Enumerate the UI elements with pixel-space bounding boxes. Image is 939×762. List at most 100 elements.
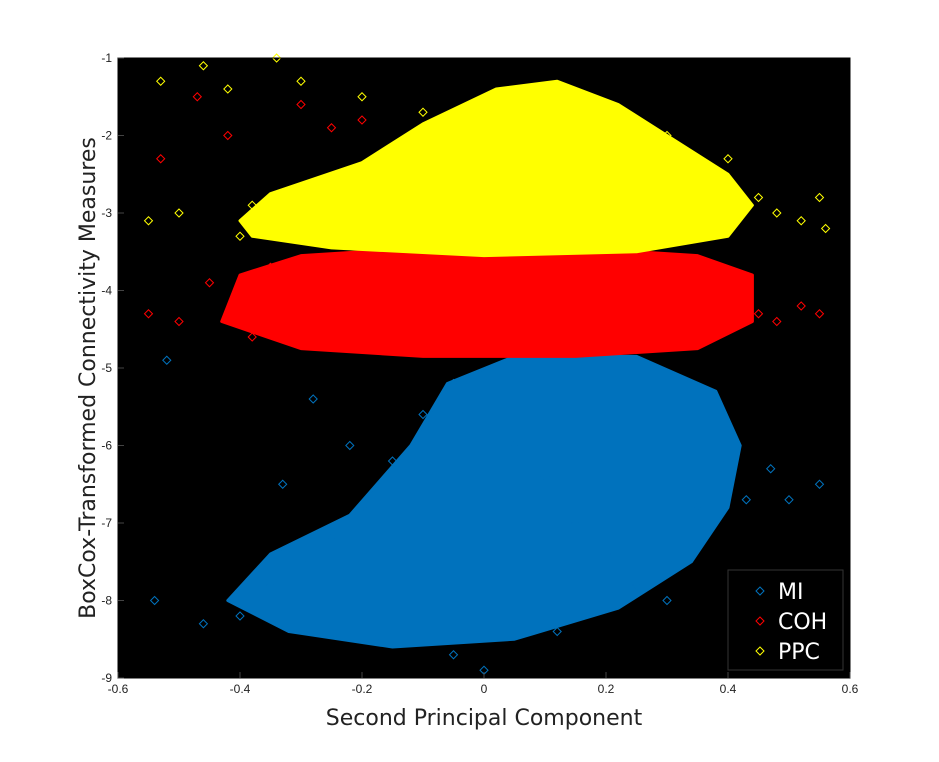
y-tick-label: -4 [101,284,112,298]
cloud-mi [226,354,742,649]
data-point-mi [162,355,172,365]
legend-marker-ppc [755,646,765,656]
legend-box [727,569,844,671]
x-tick-label: -0.2 [352,682,373,696]
data-point-ppc [418,107,428,117]
data-point-ppc [198,61,209,71]
data-point-ppc [772,208,782,218]
data-point-mi [448,378,459,389]
legend-label-ppc: PPC [778,640,820,665]
data-point-coh [418,324,428,334]
data-point-coh [814,309,825,319]
data-point-mi [662,557,672,567]
legend-entry-coh: COH [755,610,827,635]
data-point-mi [235,611,245,621]
x-tick-label: 0.6 [842,682,859,696]
data-point-mi [479,402,489,412]
data-point-mi [387,456,398,466]
data-point-mi [357,502,367,513]
legend-label-coh: COH [778,610,827,635]
data-point-ppc [753,192,764,203]
data-point-coh [723,278,733,288]
data-point-ppc [723,154,733,164]
cloud-coh [220,246,754,358]
data-point-mi [601,549,611,559]
data-point-coh [223,130,233,141]
data-point-mi [418,409,428,420]
data-point-mi [765,464,776,474]
y-tick-label: -8 [101,594,112,608]
data-point-ppc [814,192,825,203]
data-point-ppc [540,84,550,94]
data-point-ppc [271,53,282,63]
data-point-mi [662,595,672,606]
data-point-coh [540,285,550,296]
data-point-mi [509,440,520,451]
x-tick-label: 0.4 [720,682,737,696]
data-point-coh [143,309,154,319]
data-point-mi [277,479,288,489]
data-point-ppc [155,76,166,86]
data-point-mi [308,394,318,404]
data-point-coh [692,340,703,350]
data-point-ppc [357,92,367,102]
x-tick-label: -0.4 [230,682,251,696]
data-point-ppc [692,231,703,241]
data-point-ppc [247,200,257,210]
data-point-mi [265,580,276,590]
x-tick-label: 0 [481,682,488,696]
data-point-mi [631,580,642,590]
data-point-ppc [235,231,245,241]
data-point-coh [479,309,489,319]
x-tick-label: 0.2 [598,682,615,696]
data-point-ppc [796,216,806,226]
data-point-coh [753,309,764,319]
data-point-mi [149,595,160,606]
legend: MI COH PPC [727,569,844,671]
data-point-ppc [479,99,489,110]
data-point-mi [448,650,459,660]
axes: -0.6 -0.4 -0.2 0 0.2 0.4 0.6 -1 -2 -3 -4 -5 -6 -7 -8 -9 [101,51,858,696]
data-point-coh [662,301,672,311]
data-point-coh [326,123,337,133]
data-point-mi [784,495,794,505]
data-point-coh [247,332,257,342]
data-point-coh [357,115,367,125]
data-point-coh [155,154,166,164]
data-point-mi [741,495,752,505]
y-tick-label: -7 [101,516,112,530]
data-point-coh [265,262,276,272]
data-point-mi [814,479,825,489]
y-tick-label: -6 [101,439,112,453]
data-point-mi [723,456,733,466]
data-point-ppc [820,223,831,234]
data-point-coh [204,278,215,288]
data-point-coh [601,316,611,327]
legend-marker-coh [755,616,765,626]
cloud-ppc [238,79,754,258]
data-point-mi [369,634,379,644]
y-tick-label: -2 [101,129,112,143]
data-point-coh [174,316,184,327]
data-point-ppc [601,115,611,125]
data-point-mi [198,619,209,629]
data-point-mi [296,557,306,567]
y-tick-label: -1 [101,51,112,65]
data-point-mi [345,440,355,451]
data-point-mi [540,471,550,482]
y-tick-label: -9 [101,671,112,685]
point-clouds [220,79,754,649]
data-point-ppc [662,130,672,141]
data-point-mi [326,533,337,544]
data-point-ppc [223,84,233,94]
data-point-mi [552,626,562,637]
y-axis-label: BoxCox-Transformed Connectivity Measures [76,137,101,619]
data-point-coh [192,92,203,102]
legend-entry-ppc: PPC [755,640,820,665]
y-tick-label: -5 [101,361,112,375]
data-point-mi [692,502,703,513]
data-point-coh [772,316,782,327]
legend-marker-mi [755,586,765,596]
y-tick-label: -3 [101,206,112,220]
